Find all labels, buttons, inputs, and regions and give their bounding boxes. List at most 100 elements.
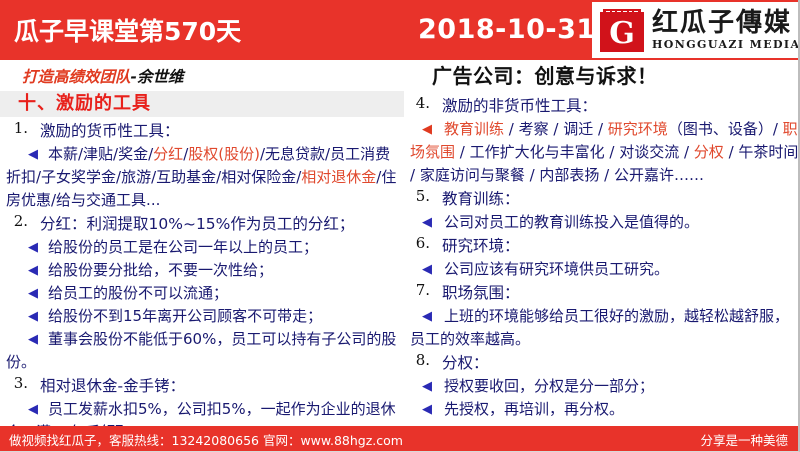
text-segment: 给股份要分批给，不要一次性给； [48,261,274,279]
subtitle-author: -余世维 [130,68,184,86]
triangle-bullet-icon: ◀ [28,263,38,278]
left-item-list: 1. 激励的货币性工具： ◀ 本薪/津贴/奖金/分红/股权(股份)/无息贷款/员工消费… [0,119,404,444]
sub-list: ◀ 给股份的员工是在公司一年以上的员工； ◀ 给股份要分批给，不要一次性给； ◀ 给员工的… [0,236,404,374]
text-segment: 本薪/津贴/奖金/ [48,145,154,163]
highlighted-term: 研究环境 [607,120,668,138]
highlighted-term: 分红 [153,145,184,163]
list-item: 4. 激励的非货币性工具： ◀ 教育训练 / 考察 / 调迁 / 研究环境（图书、设备… [404,94,799,187]
sub-list: ◀ 上班的环境能够给员工很好的激励，越轻松越舒服，员工的效率越高。 [404,305,798,351]
triangle-bullet-icon: ◀ [422,122,432,137]
text-segment: 授权要收回，分权是分一部分； [444,377,655,395]
text-segment: / [183,145,189,163]
highlighted-term: 职场氛围 [410,120,798,161]
highlighted-term: 教育训练 [444,120,505,138]
right-section-heading: 广告公司：创意与诉求！ [432,64,658,88]
list-item: 1. 激励的货币性工具： ◀ 本薪/津贴/奖金/分红/股权(股份)/无息贷款/员工消费… [0,119,404,212]
sub-list-item: ◀ 董事会股份不能低于60%，员工可以持有子公司的股份。 [0,328,404,374]
footer-contact: 做视频找红瓜子，客服热线：13242080656 官网：www.88hgz.co… [9,432,403,448]
sub-list: ◀ 公司应该有研究环境供员工研究。 [404,258,798,281]
logo-letter: G [609,16,635,51]
triangle-bullet-icon: ◀ [422,379,432,394]
triangle-bullet-icon: ◀ [28,402,38,417]
sub-item-text: 公司应该有研究环境供员工研究。 [404,258,798,281]
item-number: 8. [415,351,430,369]
highlighted-term: 分权 [693,143,724,161]
item-number: 2. [13,212,28,230]
item-number: 6. [415,234,430,252]
sub-item-text: 给股份的员工是在公司一年以上的员工； [0,236,404,259]
text-segment: / 午茶时间 / 家庭访问与聚餐 / 内部表扬 / 公开嘉许…… [410,143,799,184]
item-number: 3. [13,374,28,392]
slide-footer: 做视频找红瓜子，客服热线：13242080656 官网：www.88hgz.co… [0,426,798,451]
sub-list-item: ◀ 公司对员工的教育训练投入是值得的。 [404,211,798,234]
left-section-heading: 十、激励的工具 [0,91,404,117]
text-segment: 给员工的股份不可以流通； [48,284,229,302]
sub-item-text: 本薪/津贴/奖金/分红/股权(股份)/无息贷款/员工消费折扣/子女奖学金/旅游/… [0,143,404,212]
text-segment: 上班的环境能够给员工很好的激励，越轻松越舒服，员工的效率越高。 [410,307,790,348]
right-column: 广告公司：创意与诉求！ 4. 激励的非货币性工具： ◀ 教育训练 / 考察 / 调迁 … [404,60,799,421]
triangle-bullet-icon: ◀ [422,215,432,230]
footer-slogan: 分享是一种美德 [700,432,788,448]
list-item: 6. 研究环境： ◀ 公司应该有研究环境供员工研究。 [404,234,798,281]
sub-item-text: 董事会股份不能低于60%，员工可以持有子公司的股份。 [0,328,404,374]
triangle-bullet-icon: ◀ [28,286,38,301]
text-segment: 公司应该有研究环境供员工研究。 [444,260,670,278]
sub-list: ◀ 公司对员工的教育训练投入是值得的。 [404,211,798,234]
sub-list-item: ◀ 给股份不到15年离开公司顾客不可带走； [0,305,404,328]
list-item: 2. 分红：利润提取10%~15%作为员工的分红； ◀ 给股份的员工是在公司一年以上的… [0,212,404,374]
item-text: 相对退休金-金手铐： [40,377,186,395]
text-segment: /住房优惠/给与交通工具... [6,168,397,209]
triangle-bullet-icon: ◀ [422,402,432,417]
highlighted-term: 股权(股份) [188,145,260,163]
logo-text-block: 红瓜子傳媒 HONGGUAZI MEDIA [652,8,800,51]
sub-list-item: ◀ 给股份要分批给，不要一次性给； [0,259,404,282]
text-segment: （图书、设备）/ [667,120,783,138]
sub-item-text: 公司对员工的教育训练投入是值得的。 [404,211,798,234]
item-text: 激励的货币性工具： [40,122,180,140]
sub-list-item: ◀ 给员工的股份不可以流通； [0,282,404,305]
sub-list-item: ◀ 先授权，再培训，再分权。 [404,398,798,421]
sub-list-item: ◀ 给股份的员工是在公司一年以上的员工； [0,236,404,259]
text-segment: 先授权，再培训，再分权。 [444,400,625,418]
triangle-bullet-icon: ◀ [28,309,38,324]
triangle-bullet-icon: ◀ [28,240,38,255]
slide-header: 瓜子早课堂第570天 2018-10-31 G 红瓜子傳媒 HONGGUAZI … [0,0,798,60]
highlighted-term: 相对退休金 [301,168,377,186]
sub-list: ◀ 本薪/津贴/奖金/分红/股权(股份)/无息贷款/员工消费折扣/子女奖学金/旅游… [0,143,404,212]
logo-chinese-name: 红瓜子傳媒 [652,8,793,38]
slide-body: 打造高绩效团队-余世维 十、激励的工具 1. 激励的货币性工具： ◀ 本薪/津贴/奖金… [0,60,799,441]
triangle-bullet-icon: ◀ [28,332,38,347]
sub-item-text: 给股份要分批给，不要一次性给； [0,259,404,282]
sub-list: ◀ 教育训练 / 考察 / 调迁 / 研究环境（图书、设备）/ 职场氛围 / 工作… [404,118,799,187]
sub-list-item: ◀ 公司应该有研究环境供员工研究。 [404,258,798,281]
page-title: 瓜子早课堂第570天 [14,17,242,46]
text-segment: 董事会股份不能低于60%，员工可以持有子公司的股份。 [6,330,397,371]
sub-item-text: 上班的环境能够给员工很好的激励，越轻松越舒服，员工的效率越高。 [404,305,798,351]
triangle-bullet-icon: ◀ [28,147,38,162]
sub-item-text: 给员工的股份不可以流通； [0,282,404,305]
item-text: 职场氛围： [442,284,520,302]
sub-list-item: ◀ 授权要收回，分权是分一部分； [404,375,798,398]
right-item-list: 4. 激励的非货币性工具： ◀ 教育训练 / 考察 / 调迁 / 研究环境（图书、设备… [404,94,799,421]
sub-item-text: 教育训练 / 考察 / 调迁 / 研究环境（图书、设备）/ 职场氛围 / 工作扩… [404,118,799,187]
left-column: 打造高绩效团队-余世维 十、激励的工具 1. 激励的货币性工具： ◀ 本薪/津贴/奖金… [0,60,404,444]
item-number: 4. [415,94,430,112]
triangle-bullet-icon: ◀ [422,309,432,324]
sub-item-text: 先授权，再培训，再分权。 [404,398,798,421]
brand-logo: G 红瓜子傳媒 HONGGUAZI MEDIA [592,2,798,58]
sub-list-item: ◀ 本薪/津贴/奖金/分红/股权(股份)/无息贷款/员工消费折扣/子女奖学金/旅游… [0,143,404,212]
list-item: 8. 分权： ◀ 授权要收回，分权是分一部分； ◀ 先授权，再培训，再分权。 [404,351,798,421]
item-number: 7. [415,281,430,299]
item-text: 研究环境： [442,237,520,255]
sub-list-item: ◀ 上班的环境能够给员工很好的激励，越轻松越舒服，员工的效率越高。 [404,305,798,351]
text-segment: / 工作扩大化与丰富化 / 对谈交流 / [455,143,694,161]
text-segment: 公司对员工的教育训练投入是值得的。 [444,213,700,231]
sub-list-item: ◀ 教育训练 / 考察 / 调迁 / 研究环境（图书、设备）/ 职场氛围 / 工作… [404,118,799,187]
sub-item-text: 给股份不到15年离开公司顾客不可带走； [0,305,404,328]
logo-english-name: HONGGUAZI MEDIA [652,38,800,51]
text-segment: / 考察 / 调迁 / [504,120,608,138]
course-subtitle: 打造高绩效团队-余世维 [0,60,404,87]
sub-list: ◀ 授权要收回，分权是分一部分； ◀ 先授权，再培训，再分权。 [404,375,798,421]
item-text: 教育训练： [442,190,520,208]
text-segment: 给股份不到15年离开公司顾客不可带走； [48,307,323,325]
